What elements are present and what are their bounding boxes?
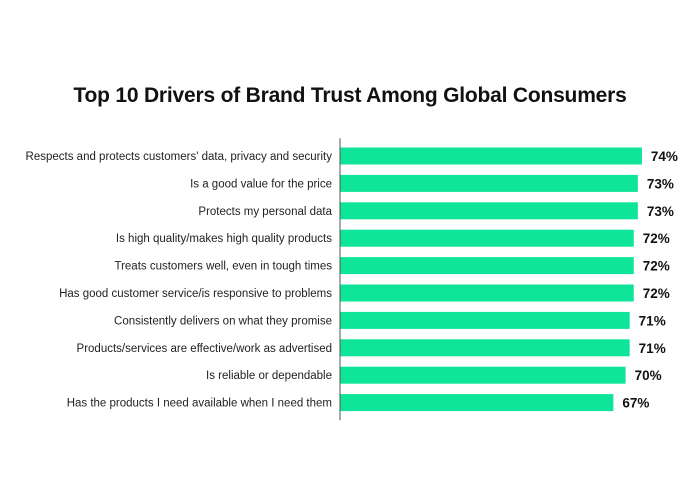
bar bbox=[340, 229, 634, 247]
bar bbox=[340, 257, 634, 275]
bar bbox=[340, 174, 638, 192]
bars-layer: Respects and protects customers' data, p… bbox=[26, 147, 678, 412]
value-label: 74% bbox=[651, 149, 678, 164]
category-label: Consistently delivers on what they promi… bbox=[114, 315, 332, 327]
value-label: 67% bbox=[622, 396, 649, 411]
value-label: 71% bbox=[639, 313, 666, 328]
bar bbox=[340, 394, 614, 412]
value-label: 72% bbox=[643, 231, 670, 246]
value-label: 73% bbox=[647, 176, 674, 191]
bar bbox=[340, 147, 642, 165]
bar bbox=[340, 202, 638, 220]
value-label: 72% bbox=[643, 259, 670, 274]
bar bbox=[340, 366, 626, 384]
category-label: Is reliable or dependable bbox=[206, 370, 332, 382]
category-label: Is a good value for the price bbox=[190, 178, 332, 190]
bar bbox=[340, 284, 634, 302]
category-label: Products/services are effective/work as … bbox=[77, 343, 332, 355]
chart-title: Top 10 Drivers of Brand Trust Among Glob… bbox=[73, 84, 627, 107]
category-label: Has the products I need available when I… bbox=[67, 398, 332, 410]
category-label: Respects and protects customers' data, p… bbox=[26, 151, 333, 163]
value-label: 70% bbox=[635, 368, 662, 383]
category-label: Has good customer service/is responsive … bbox=[59, 288, 332, 300]
category-label: Is high quality/makes high quality produ… bbox=[116, 233, 332, 245]
category-label: Protects my personal data bbox=[198, 206, 332, 218]
value-label: 71% bbox=[639, 341, 666, 356]
bar bbox=[340, 311, 630, 329]
bar bbox=[340, 339, 630, 357]
value-label: 73% bbox=[647, 204, 674, 219]
category-label: Treats customers well, even in tough tim… bbox=[114, 261, 332, 273]
value-label: 72% bbox=[643, 286, 670, 301]
